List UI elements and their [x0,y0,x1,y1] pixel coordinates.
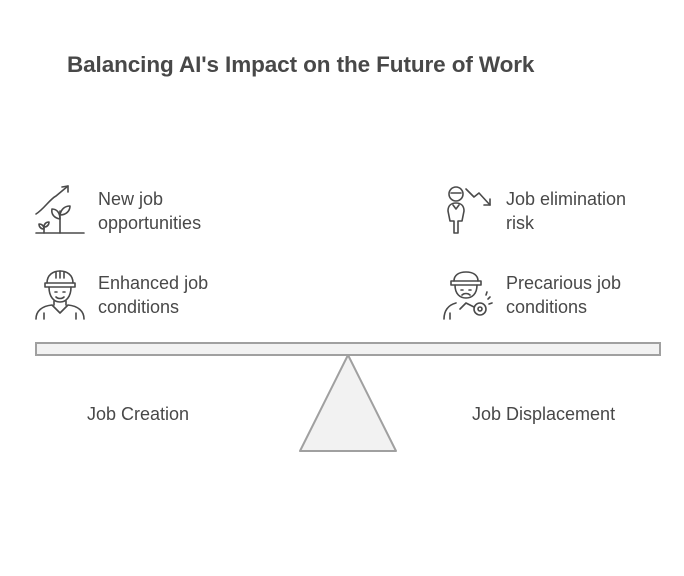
worker-injury-icon [442,269,494,321]
item-label-line2: conditions [98,297,180,317]
item-label-line2: conditions [506,297,588,317]
person-decline-icon [442,185,494,237]
hard-hat-worker-icon [34,269,86,321]
balance-beam [35,342,661,356]
item-label-line1: Job elimination [506,189,627,209]
left-side-label: Job Creation [87,404,190,424]
item-label-line2: risk [506,213,534,233]
item-label-line1: New job [98,189,164,209]
growth-plant-icon [34,185,86,237]
right-side-label: Job Displacement [472,404,616,424]
diagram-title: Balancing AI's Impact on the Future of W… [67,52,535,77]
item-label-line1: Enhanced job [98,273,209,293]
item-label-line1: Precarious job [506,273,622,293]
item-label-line2: opportunities [98,213,202,233]
balance-fulcrum [299,354,397,452]
